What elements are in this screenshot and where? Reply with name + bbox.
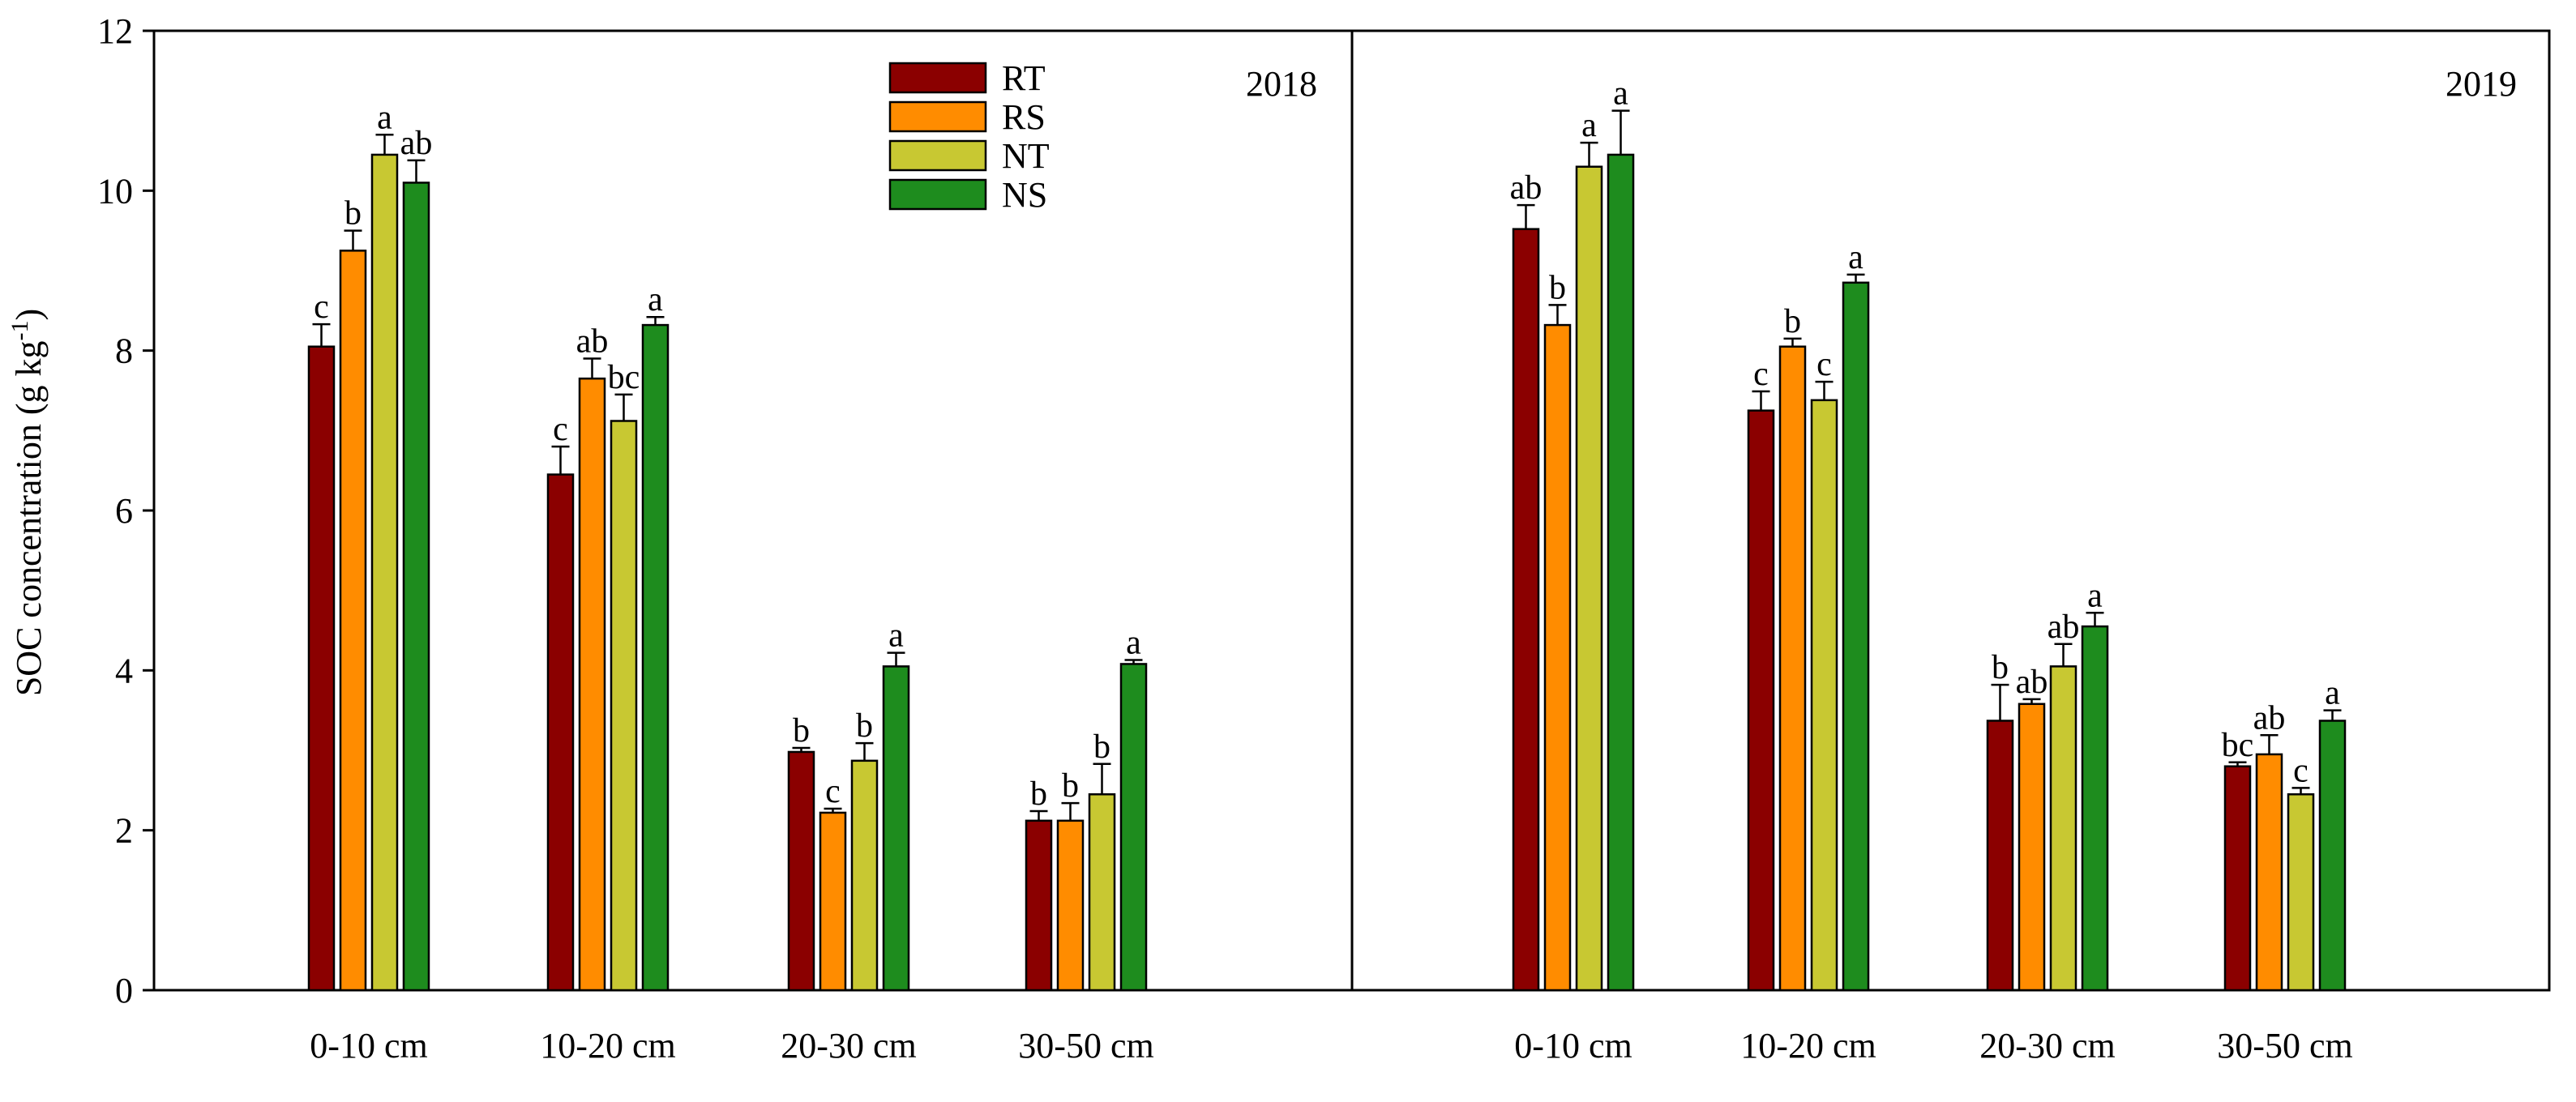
bar-nt: [2049, 665, 2077, 992]
x-tick-label: 30-50 cm: [2217, 1026, 2352, 1066]
bar-rs: [819, 811, 847, 992]
y-tick-label: 10: [97, 171, 133, 211]
legend-label-nt: NT: [1002, 136, 1050, 176]
significance-letter: a: [1848, 239, 1864, 276]
bar-ns: [1842, 281, 1870, 992]
significance-letter: ab: [576, 323, 609, 361]
significance-letter: a: [888, 617, 904, 655]
significance-letter: b: [793, 712, 810, 750]
legend-label-ns: NS: [1002, 175, 1047, 215]
y-tick-label: 2: [115, 811, 133, 851]
bar-nt: [370, 153, 399, 992]
bar-rs: [1056, 819, 1085, 992]
x-tick-label: 10-20 cm: [1740, 1026, 1876, 1066]
bar-rt: [1747, 409, 1775, 992]
significance-letter: b: [1549, 269, 1566, 306]
bar-rs: [1778, 345, 1807, 992]
significance-letter: a: [1581, 107, 1597, 144]
significance-letter: c: [553, 411, 568, 448]
panel-title-2018: 2018: [1246, 64, 1317, 104]
significance-letter: b: [1062, 767, 1079, 805]
significance-letter: b: [1992, 649, 2009, 686]
x-tick-label: 30-50 cm: [1018, 1026, 1153, 1066]
significance-letter: a: [2087, 577, 2103, 614]
y-tick-label: 8: [115, 331, 133, 371]
significance-letter: ab: [2016, 664, 2048, 701]
legend-label-rt: RT: [1002, 58, 1046, 98]
bar-nt: [1088, 793, 1116, 992]
significance-letter: a: [648, 281, 663, 318]
bar-ns: [2318, 720, 2347, 992]
bar-rt: [307, 345, 336, 992]
x-tick-label: 20-30 cm: [1979, 1026, 2115, 1066]
legend-swatch-rt: [888, 62, 987, 94]
y-axis-label-text: SOC concentration (g kg: [9, 340, 49, 696]
x-tick-label: 0-10 cm: [310, 1026, 427, 1066]
x-tick-label: 20-30 cm: [781, 1026, 916, 1066]
legend-label-rs: RS: [1002, 97, 1046, 137]
significance-letter: c: [1816, 346, 1832, 383]
significance-letter: b: [856, 707, 873, 745]
bar-rt: [1025, 819, 1053, 992]
legend-swatch-ns: [888, 178, 987, 211]
significance-letter: bc: [608, 359, 640, 396]
bar-ns: [1607, 153, 1635, 992]
bar-nt: [610, 420, 638, 992]
bar-rs: [339, 250, 367, 992]
bar-ns: [402, 182, 430, 992]
significance-letter: ab: [2253, 699, 2286, 737]
significance-letter: c: [1753, 356, 1769, 393]
bar-nt: [1810, 399, 1838, 992]
legend-swatch-rs: [888, 100, 987, 133]
y-tick-label: 4: [115, 651, 133, 690]
bar-nt: [1575, 165, 1603, 992]
bar-rt: [2223, 765, 2252, 992]
significance-letter: ab: [400, 125, 433, 162]
bar-rs: [1543, 323, 1572, 992]
bar-nt: [2287, 793, 2315, 992]
bar-ns: [1119, 663, 1148, 992]
y-tick-label: 12: [97, 11, 133, 51]
bar-rs: [2018, 703, 2046, 992]
significance-letter: a: [1613, 75, 1628, 113]
significance-letter: a: [1126, 625, 1141, 662]
y-tick-label: 0: [115, 971, 133, 1010]
panel-title-2019: 2019: [2445, 64, 2517, 104]
bar-rt: [787, 750, 815, 992]
bar-ns: [2081, 625, 2109, 992]
y-axis-label: SOC concentration (g kg-1): [6, 309, 49, 696]
bar-nt: [850, 759, 879, 992]
bar-rt: [1986, 720, 2014, 992]
significance-letter: c: [2293, 752, 2309, 789]
legend-swatch-nt: [888, 139, 987, 172]
significance-letter: b: [344, 195, 362, 233]
bar-ns: [882, 665, 910, 992]
significance-letter: c: [825, 773, 841, 810]
significance-letter: b: [1030, 775, 1047, 813]
y-tick-label: 6: [115, 491, 133, 531]
y-axis-label-superscript: -1: [6, 320, 33, 340]
significance-letter: ab: [1510, 169, 1543, 207]
bar-rs: [578, 377, 606, 992]
bar-ns: [641, 323, 670, 992]
significance-letter: a: [377, 99, 392, 136]
significance-letter: b: [1093, 728, 1110, 766]
bar-rs: [2255, 753, 2283, 992]
significance-letter: b: [1784, 303, 1801, 340]
x-tick-label: 0-10 cm: [1514, 1026, 1632, 1066]
significance-letter: bc: [2222, 727, 2254, 764]
significance-letter: a: [2325, 675, 2340, 712]
y-axis-label-close: ): [9, 309, 49, 321]
x-tick-label: 10-20 cm: [540, 1026, 675, 1066]
significance-letter: c: [314, 288, 329, 326]
bar-rt: [1512, 228, 1540, 992]
bar-rt: [546, 473, 575, 992]
significance-letter: ab: [2048, 609, 2080, 646]
